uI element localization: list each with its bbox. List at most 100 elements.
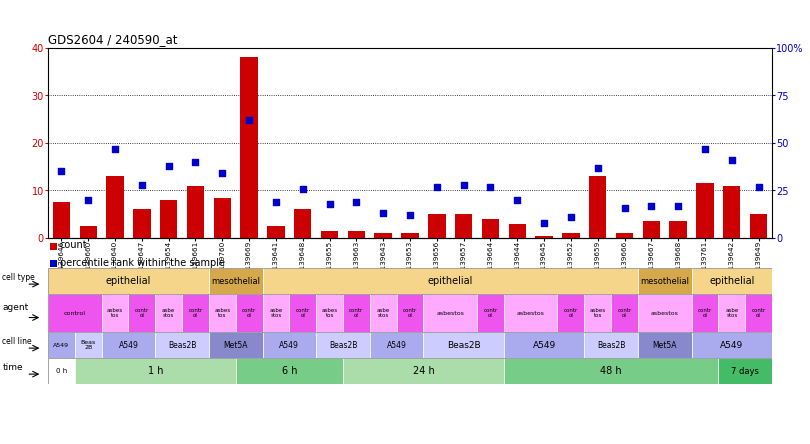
Text: asbes
tos: asbes tos — [590, 308, 606, 318]
Bar — [79, 226, 97, 238]
Point — [671, 202, 684, 209]
Bar — [262, 332, 316, 358]
Text: asbestos: asbestos — [650, 310, 679, 316]
Bar — [182, 294, 209, 332]
Text: 24 h: 24 h — [412, 366, 434, 376]
Text: Beas2B: Beas2B — [168, 341, 196, 349]
Text: Met5A: Met5A — [653, 341, 677, 349]
Bar — [48, 294, 101, 332]
Bar — [482, 219, 499, 238]
Bar — [611, 294, 638, 332]
Bar — [424, 294, 477, 332]
Point — [591, 164, 604, 171]
Text: Beas2B: Beas2B — [597, 341, 625, 349]
Bar — [236, 358, 343, 384]
Bar — [347, 231, 365, 238]
Bar — [321, 231, 339, 238]
Bar — [562, 233, 580, 238]
Bar — [294, 210, 312, 238]
Bar — [101, 294, 129, 332]
Text: contr
ol: contr ol — [403, 308, 417, 318]
Bar — [370, 332, 424, 358]
Bar — [692, 294, 718, 332]
Text: asbe
stos: asbe stos — [269, 308, 283, 318]
Bar — [209, 332, 262, 358]
Text: contr
ol: contr ol — [134, 308, 149, 318]
Text: A549: A549 — [386, 341, 407, 349]
Text: asbe
stos: asbe stos — [162, 308, 175, 318]
Bar — [504, 294, 557, 332]
Text: 48 h: 48 h — [600, 366, 622, 376]
Bar — [316, 294, 343, 332]
Point — [698, 145, 711, 152]
Text: epithelial: epithelial — [428, 276, 473, 286]
Text: cell line: cell line — [2, 337, 32, 345]
Bar — [504, 358, 718, 384]
Bar — [374, 233, 392, 238]
Point — [403, 212, 416, 219]
Point — [457, 181, 470, 188]
Bar — [455, 214, 472, 238]
Point — [270, 198, 283, 206]
Bar — [397, 294, 424, 332]
Text: epithelial: epithelial — [709, 276, 754, 286]
Text: contr
ol: contr ol — [752, 308, 765, 318]
Bar — [156, 332, 209, 358]
Bar — [75, 332, 101, 358]
Bar — [584, 332, 638, 358]
Text: Beas
2B: Beas 2B — [81, 340, 96, 350]
Point — [430, 183, 443, 190]
Text: count: count — [60, 240, 87, 250]
Bar — [133, 210, 151, 238]
Bar — [316, 332, 370, 358]
Bar — [669, 222, 687, 238]
Bar — [262, 294, 289, 332]
Bar — [557, 294, 584, 332]
Bar — [370, 294, 397, 332]
Bar — [209, 294, 236, 332]
Bar — [477, 294, 504, 332]
Point — [296, 185, 309, 192]
Text: contr
ol: contr ol — [564, 308, 578, 318]
Bar — [156, 294, 182, 332]
Point — [645, 202, 658, 209]
Bar — [638, 332, 692, 358]
Text: asbe
stos: asbe stos — [725, 308, 739, 318]
Bar — [401, 233, 419, 238]
Bar — [267, 226, 284, 238]
Bar — [504, 332, 584, 358]
Bar — [509, 224, 526, 238]
Text: asbe
stos: asbe stos — [377, 308, 390, 318]
Text: 1 h: 1 h — [147, 366, 163, 376]
Text: agent: agent — [2, 303, 28, 312]
Text: 6 h: 6 h — [282, 366, 297, 376]
Bar — [289, 294, 316, 332]
Bar — [750, 214, 767, 238]
Point — [565, 214, 578, 221]
Bar — [692, 268, 772, 294]
Bar — [106, 176, 124, 238]
Bar — [343, 294, 370, 332]
Bar — [50, 259, 57, 266]
Bar — [428, 214, 446, 238]
Text: contr
ol: contr ol — [189, 308, 202, 318]
Text: cell type: cell type — [2, 273, 35, 281]
Point — [215, 170, 228, 177]
Bar — [101, 332, 156, 358]
Bar — [638, 294, 692, 332]
Text: GDS2604 / 240590_at: GDS2604 / 240590_at — [48, 33, 177, 46]
Point — [109, 145, 122, 152]
Text: mesothelial: mesothelial — [211, 277, 260, 285]
Bar — [424, 332, 504, 358]
Point — [538, 219, 551, 226]
Bar — [50, 243, 57, 250]
Bar — [129, 294, 156, 332]
Bar — [160, 200, 177, 238]
Text: Met5A: Met5A — [224, 341, 248, 349]
Text: contr
ol: contr ol — [242, 308, 256, 318]
Point — [189, 159, 202, 166]
Text: contr
ol: contr ol — [349, 308, 364, 318]
Bar — [209, 268, 262, 294]
Point — [243, 117, 256, 124]
Text: Beas2B: Beas2B — [329, 341, 357, 349]
